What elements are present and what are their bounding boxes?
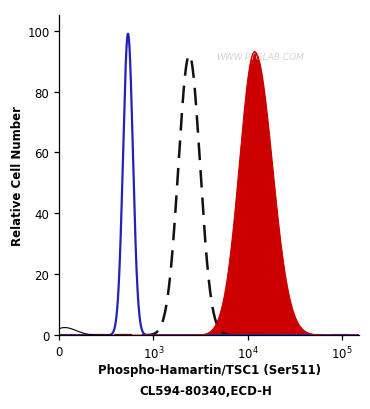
X-axis label: Phospho-Hamartin/TSC1 (Ser511): Phospho-Hamartin/TSC1 (Ser511): [98, 363, 320, 376]
Y-axis label: Relative Cell Number: Relative Cell Number: [11, 106, 24, 246]
Text: CL594-80340,ECD-H: CL594-80340,ECD-H: [139, 384, 272, 397]
Text: WWW.PTGLAB.COM: WWW.PTGLAB.COM: [216, 53, 304, 62]
